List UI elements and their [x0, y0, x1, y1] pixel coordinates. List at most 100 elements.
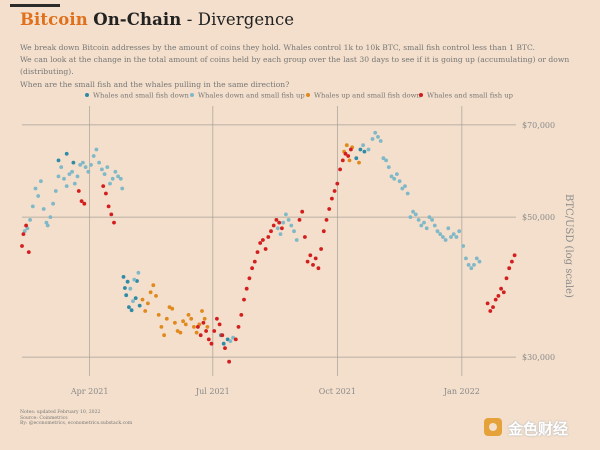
data-point — [206, 337, 211, 342]
data-point — [233, 337, 238, 342]
legend-marker — [306, 93, 310, 97]
watermark: 金色财经 — [484, 411, 594, 441]
data-point — [477, 259, 482, 264]
data-point — [454, 235, 459, 239]
data-point — [438, 232, 443, 237]
chart-notes: Notes: updated February 10, 2022 Source:… — [20, 410, 132, 427]
data-point — [405, 191, 410, 196]
data-point — [72, 181, 77, 186]
data-point — [376, 135, 380, 139]
data-point — [321, 229, 326, 234]
title-separator: - — [186, 10, 193, 29]
data-point — [75, 174, 80, 179]
data-point — [277, 220, 282, 225]
data-point — [94, 147, 99, 152]
data-point — [24, 223, 28, 228]
data-point — [311, 263, 315, 267]
x-tick-label: Jul 2021 — [195, 387, 230, 396]
y-axis-label: BTC/USD (log scale) — [563, 194, 574, 298]
data-point — [228, 339, 233, 343]
data-point — [83, 165, 88, 170]
data-point — [124, 293, 129, 298]
title-highlight: Bitcoin — [20, 10, 88, 29]
data-point — [81, 160, 85, 165]
data-point — [128, 286, 133, 291]
data-point — [67, 172, 72, 177]
data-point — [70, 169, 74, 174]
data-point — [239, 313, 244, 317]
data-point — [62, 176, 66, 181]
note-line: Notes: updated February 10, 2022 — [20, 410, 101, 415]
data-point — [227, 359, 232, 364]
data-point — [151, 283, 156, 288]
data-point — [121, 275, 126, 279]
x-tick-label: Oct 2021 — [319, 387, 356, 396]
data-point — [56, 174, 61, 179]
data-point — [59, 165, 64, 170]
data-point — [441, 235, 445, 239]
data-point — [89, 163, 93, 167]
description-line: When are the small fish and the whales p… — [20, 79, 290, 89]
chart-grid — [22, 106, 516, 376]
data-point — [419, 223, 424, 228]
data-point — [132, 277, 137, 282]
data-point — [21, 232, 26, 237]
data-point — [435, 229, 440, 234]
chart-description: We break down Bitcoin addresses by the a… — [20, 42, 590, 91]
data-point — [362, 149, 367, 154]
data-point — [381, 156, 386, 161]
data-point — [22, 229, 27, 234]
data-point — [28, 218, 32, 222]
description-line: We break down Bitcoin addresses by the a… — [20, 43, 535, 52]
data-point — [26, 250, 31, 255]
data-point — [389, 174, 394, 179]
data-point — [294, 238, 299, 242]
data-point — [140, 297, 145, 302]
data-point — [231, 335, 236, 340]
data-point — [104, 191, 108, 196]
data-point — [474, 256, 479, 261]
data-point — [201, 320, 206, 325]
data-point — [236, 325, 241, 329]
data-point — [100, 167, 104, 172]
data-point — [116, 174, 120, 179]
data-point — [504, 276, 509, 281]
legend-label: Whales and small fish down — [93, 92, 190, 100]
data-point — [292, 229, 296, 234]
data-point — [204, 329, 209, 333]
title-bold: On-Chain — [93, 10, 182, 29]
x-tick-label: Jan 2022 — [443, 387, 480, 396]
data-point — [244, 286, 249, 291]
watermark-text: 金色财经 — [508, 420, 569, 438]
data-point — [386, 165, 391, 170]
legend-label: Whales and small fish up — [427, 92, 514, 100]
data-point — [205, 325, 210, 329]
data-point — [378, 139, 383, 143]
data-point — [354, 156, 359, 161]
data-point — [20, 244, 24, 248]
data-point — [220, 333, 225, 338]
data-point — [491, 305, 495, 309]
data-point — [413, 212, 418, 217]
legend-label: Whales up and small fish down — [314, 92, 421, 100]
data-point — [422, 220, 426, 225]
title-rest: Divergence — [197, 10, 295, 29]
data-point — [274, 218, 279, 222]
data-point — [263, 247, 268, 251]
data-point — [129, 308, 134, 313]
data-point — [338, 167, 342, 172]
data-point — [108, 181, 112, 186]
data-point — [79, 199, 84, 204]
data-point — [424, 226, 429, 231]
data-point — [499, 286, 503, 291]
data-point — [126, 305, 131, 309]
data-point — [136, 270, 141, 275]
data-point — [349, 147, 353, 152]
data-point — [461, 244, 466, 248]
data-point — [284, 212, 288, 217]
data-point — [411, 209, 415, 214]
y-tick-label: $70,000 — [522, 121, 555, 130]
data-point — [36, 194, 41, 198]
data-point — [164, 316, 169, 321]
data-point — [361, 143, 365, 148]
